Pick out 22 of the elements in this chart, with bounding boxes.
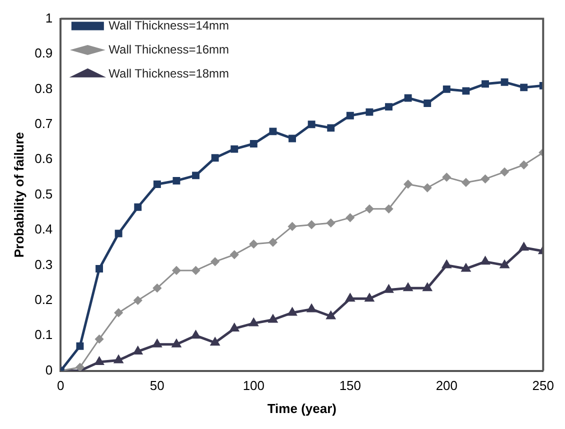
legend-label: Wall Thickness=16mm	[108, 42, 230, 56]
y-tick-label: 0.4	[34, 222, 53, 237]
y-tick-label: 0.7	[34, 116, 53, 131]
x-axis-title: Time (year)	[267, 400, 336, 416]
x-tick-label: 0	[57, 378, 64, 394]
y-tick-label: 0.2	[34, 292, 53, 307]
y-tick-label: 0.3	[34, 256, 53, 272]
legend-label: Wall Thickness=18mm	[108, 66, 230, 80]
y-tick-label: 0.9	[34, 46, 53, 61]
y-tick-label: 0.1	[34, 327, 53, 342]
x-tick-label: 200	[436, 378, 458, 394]
x-tick-label: 150	[339, 378, 362, 394]
y-tick-label: 1	[45, 10, 53, 26]
y-tick-label: 0.8	[34, 80, 53, 96]
y-axis-title: Probability of failure	[11, 132, 26, 258]
x-tick-label: 100	[242, 378, 265, 394]
x-tick-label: 250	[532, 378, 554, 394]
y-tick-label: 0.5	[34, 186, 53, 202]
legend-label: Wall Thickness=14mm	[108, 18, 230, 32]
y-tick-label: 0	[45, 362, 53, 378]
x-tick-label: 50	[150, 378, 164, 394]
y-tick-label: 0.6	[34, 151, 53, 166]
